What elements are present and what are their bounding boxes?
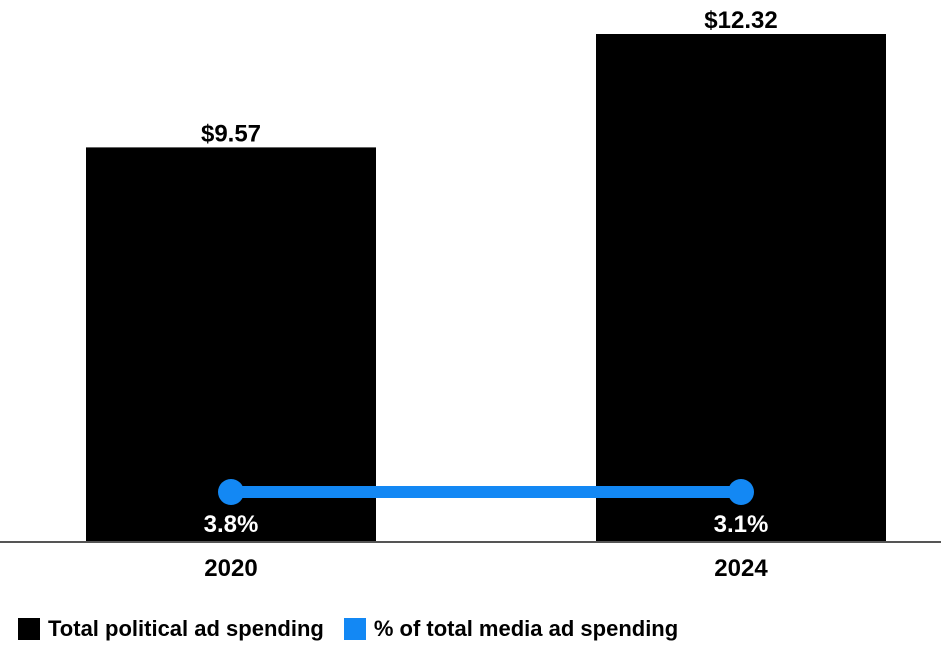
labels-layer: $9.57 2020 $12.32 2024 3.8% 3.1% — [201, 7, 778, 582]
x-tick-label-2020: 2020 — [204, 555, 257, 582]
legend-item-media-share: % of total media ad spending — [343, 616, 679, 642]
x-tick-label-2024: 2024 — [714, 555, 768, 582]
bar-value-label-2024: $12.32 — [704, 7, 777, 34]
legend-label-political-spending: Total political ad spending — [48, 616, 324, 641]
percent-label-2024: 3.1% — [714, 511, 769, 538]
percent-line-layer — [218, 479, 754, 505]
bar-2020 — [86, 147, 376, 542]
legend-swatch-media-share — [343, 618, 366, 640]
percent-point-2020 — [218, 479, 244, 505]
percent-point-2024 — [728, 479, 754, 505]
bars-layer — [86, 34, 886, 542]
legend-label-media-share: % of total media ad spending — [373, 616, 679, 641]
bar-2024 — [596, 34, 886, 542]
legend-swatch-political-spending — [18, 618, 40, 640]
bar-value-label-2020: $9.57 — [201, 120, 261, 147]
percent-label-2020: 3.8% — [204, 511, 259, 538]
legend-item-political-spending: Total political ad spending — [18, 616, 324, 642]
legend: Total political ad spending % of total m… — [18, 614, 698, 644]
